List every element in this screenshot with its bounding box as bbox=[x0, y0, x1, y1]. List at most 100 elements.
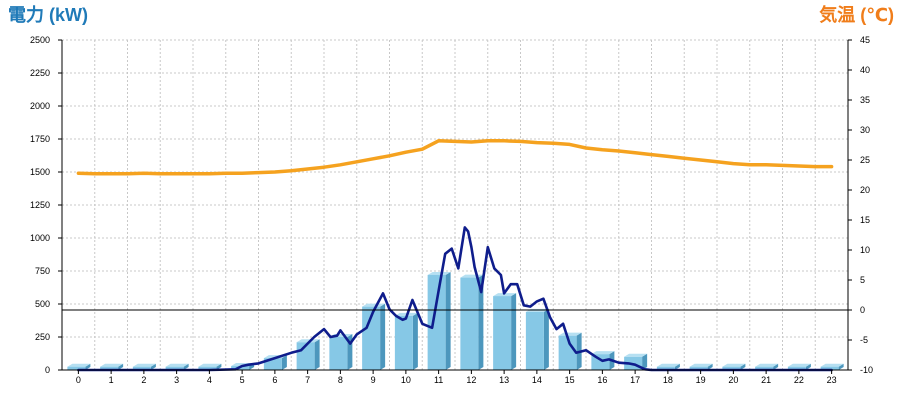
bar bbox=[722, 363, 746, 370]
bar-side bbox=[511, 293, 517, 370]
bar-top bbox=[820, 363, 844, 367]
bar-top bbox=[722, 363, 746, 367]
x-tick-label: 15 bbox=[565, 375, 575, 385]
bar-front bbox=[263, 358, 282, 370]
gridlines bbox=[62, 39, 848, 370]
left-tick-label: 2250 bbox=[30, 68, 50, 78]
bar-side bbox=[281, 355, 287, 370]
bar-front bbox=[493, 296, 512, 370]
bar bbox=[165, 363, 189, 370]
bar-series bbox=[67, 271, 844, 370]
left-tick-label: 1000 bbox=[30, 233, 50, 243]
right-tick-label: 35 bbox=[860, 95, 870, 105]
bar-side bbox=[543, 308, 549, 370]
bar-front bbox=[787, 366, 806, 370]
bar-front bbox=[722, 366, 741, 370]
x-tick-label: 10 bbox=[401, 375, 411, 385]
x-tick-label: 0 bbox=[76, 375, 81, 385]
right-tick-label: -5 bbox=[860, 335, 868, 345]
bar-front bbox=[460, 277, 479, 370]
x-tick-label: 9 bbox=[371, 375, 376, 385]
x-tick-label: 4 bbox=[207, 375, 212, 385]
bar-top bbox=[787, 363, 811, 367]
bar-front bbox=[689, 366, 708, 370]
temperature-line bbox=[76, 139, 834, 176]
x-tick-label: 19 bbox=[696, 375, 706, 385]
bar-front bbox=[67, 366, 86, 370]
bar-side bbox=[183, 363, 189, 370]
bar-front bbox=[362, 306, 381, 370]
bar-side bbox=[642, 353, 648, 370]
bar bbox=[820, 363, 844, 370]
bar-top bbox=[67, 363, 91, 367]
bar bbox=[100, 363, 124, 370]
bar-side bbox=[445, 271, 451, 370]
bar-front bbox=[394, 315, 413, 370]
bar-top bbox=[296, 339, 320, 343]
x-tick-label: 23 bbox=[827, 375, 837, 385]
bar-top bbox=[558, 332, 582, 336]
x-tick-label: 13 bbox=[499, 375, 509, 385]
right-tick-label: 30 bbox=[860, 125, 870, 135]
left-tick-label: 500 bbox=[35, 299, 50, 309]
x-tick-label: 12 bbox=[466, 375, 476, 385]
bar-top bbox=[755, 363, 779, 367]
x-tick-label: 17 bbox=[630, 375, 640, 385]
bar bbox=[198, 363, 222, 370]
bar-front bbox=[198, 366, 217, 370]
left-tick-label: 1500 bbox=[30, 167, 50, 177]
bar-side bbox=[118, 363, 124, 370]
x-tick-label: 7 bbox=[305, 375, 310, 385]
bar bbox=[427, 271, 451, 370]
bar-front bbox=[525, 311, 544, 370]
bar-side bbox=[674, 363, 680, 370]
right-tick-label: 45 bbox=[860, 35, 870, 45]
bar-front bbox=[755, 366, 774, 370]
bar-side bbox=[805, 363, 811, 370]
right-tick-label: 0 bbox=[860, 305, 865, 315]
x-tick-label: 2 bbox=[141, 375, 146, 385]
bar-top bbox=[689, 363, 713, 367]
x-tick-label: 11 bbox=[434, 375, 443, 385]
bar-front bbox=[820, 366, 839, 370]
bar-top bbox=[132, 363, 156, 367]
bar-front bbox=[427, 274, 446, 370]
bar bbox=[787, 363, 811, 370]
x-tick-label: 14 bbox=[532, 375, 542, 385]
bar bbox=[329, 334, 353, 370]
right-tick-label: -10 bbox=[860, 365, 873, 375]
left-axis-title: 電力 (kW) bbox=[8, 5, 88, 25]
bar bbox=[394, 312, 418, 370]
bar-side bbox=[314, 339, 320, 370]
bar bbox=[67, 363, 91, 370]
bar-side bbox=[412, 312, 418, 370]
line-series bbox=[76, 139, 834, 372]
x-tick-label: 8 bbox=[338, 375, 343, 385]
right-tick-label: 5 bbox=[860, 275, 865, 285]
left-tick-label: 1750 bbox=[30, 134, 50, 144]
left-tick-label: 2000 bbox=[30, 101, 50, 111]
bar-front bbox=[656, 366, 675, 370]
bar bbox=[362, 303, 386, 370]
bar-side bbox=[85, 363, 91, 370]
axes: 02505007501000125015001750200022502500-1… bbox=[30, 35, 873, 385]
left-tick-label: 0 bbox=[45, 365, 50, 375]
right-tick-label: 25 bbox=[860, 155, 870, 165]
right-axis-title: 気温 (℃) bbox=[819, 4, 894, 25]
bar bbox=[132, 363, 156, 370]
bar-front bbox=[100, 366, 119, 370]
left-tick-label: 1250 bbox=[30, 200, 50, 210]
bar-top bbox=[624, 353, 648, 357]
bar-side bbox=[150, 363, 156, 370]
bar-top bbox=[198, 363, 222, 367]
right-tick-label: 20 bbox=[860, 185, 870, 195]
bar bbox=[755, 363, 779, 370]
bar bbox=[689, 363, 713, 370]
right-tick-label: 40 bbox=[860, 65, 870, 75]
left-tick-label: 250 bbox=[35, 332, 50, 342]
bar-top bbox=[100, 363, 124, 367]
x-tick-label: 16 bbox=[597, 375, 607, 385]
right-tick-label: 10 bbox=[860, 245, 870, 255]
bar-front bbox=[132, 366, 151, 370]
